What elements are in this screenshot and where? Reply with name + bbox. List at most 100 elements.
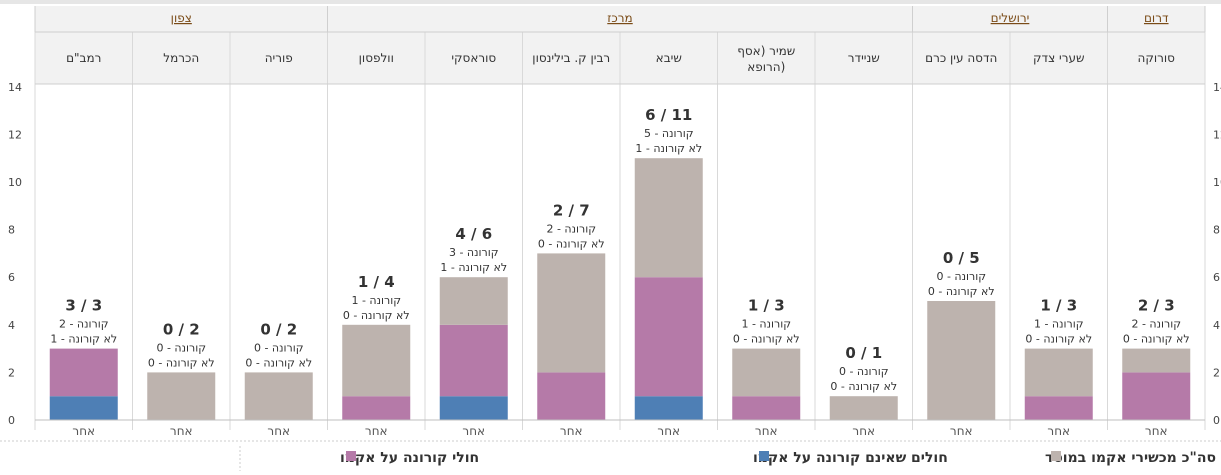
category-sublabel: אחר — [657, 424, 680, 438]
bar-segment — [1024, 396, 1093, 420]
bar-segment — [634, 396, 703, 420]
data-label-main: 6 / 11 — [645, 106, 692, 124]
data-label-corona: קורונה - 1 — [1034, 318, 1084, 331]
bar-segment — [537, 253, 606, 373]
y-tick-label-right: 4 — [1213, 319, 1220, 332]
y-tick-label-left: 0 — [8, 414, 15, 427]
data-label-corona: קורונה - 0 — [839, 365, 889, 378]
hospital-label: וולפסון — [359, 51, 394, 65]
data-label-main: 3 / 3 — [65, 297, 102, 315]
hospital-label: שמיר (אסף — [737, 44, 795, 58]
category-sublabel: אחר — [1047, 424, 1070, 438]
data-label-main: 4 / 6 — [455, 225, 492, 243]
data-label-main: 1 / 4 — [358, 273, 395, 291]
data-label-main: 2 / 7 — [553, 201, 590, 219]
data-label-non-corona: לא קורונה - 0 — [245, 356, 312, 369]
category-sublabel: אחר — [72, 424, 95, 438]
bar-segment — [732, 348, 801, 397]
y-tick-label-right: 12 — [1213, 128, 1221, 141]
region-header: מרכז — [607, 11, 632, 25]
hospital-label: רבין ק. בילינסון — [532, 51, 610, 65]
bar-segment — [342, 324, 411, 397]
data-label-main: 0 / 1 — [845, 344, 882, 362]
hospital-label: שניידר — [848, 51, 880, 65]
data-label-corona: קורונה - 2 — [546, 222, 596, 235]
region-header: דרום — [1144, 11, 1169, 25]
data-label-main: 2 / 3 — [1138, 297, 1175, 315]
category-sublabel: אחר — [267, 424, 290, 438]
data-label-non-corona: לא קורונה - 0 — [830, 380, 897, 393]
data-label-corona: קורונה - 3 — [449, 246, 499, 259]
category-sublabel: אחר — [560, 424, 583, 438]
bar-segment — [439, 396, 508, 420]
data-label-non-corona: לא קורונה - 1 — [635, 142, 702, 155]
bar-segment — [537, 372, 606, 420]
bar-segment — [342, 396, 411, 420]
top-band — [0, 0, 1221, 4]
bar-segment — [244, 372, 313, 420]
category-sublabel: אחר — [755, 424, 778, 438]
hospital-label: פוריה — [265, 51, 293, 65]
bar-segment — [732, 396, 801, 420]
y-tick-label-right: 2 — [1213, 366, 1220, 379]
y-tick-label-left: 10 — [8, 176, 22, 189]
data-label-corona: קורונה - 0 — [936, 270, 986, 283]
legend-swatch — [346, 451, 356, 461]
legend-label: חולי קורונה על אקמו — [340, 450, 479, 466]
data-label-corona: קורונה - 0 — [156, 341, 206, 354]
data-label-corona: קורונה - 2 — [59, 318, 109, 331]
hospital-label: סוראסקי — [451, 51, 496, 65]
data-label-corona: קורונה - 1 — [351, 294, 401, 307]
legend-label: חולים שאינם קורונה על אקמו — [753, 450, 948, 466]
hospital-label: הדסה עין כרם — [925, 51, 997, 65]
bar-segment — [1024, 348, 1093, 397]
hospital-label: שערי צדק — [1033, 51, 1084, 65]
hospital-label: הרופא) — [747, 60, 785, 74]
category-sublabel: אחר — [950, 424, 973, 438]
data-label-non-corona: לא קורונה - 0 — [928, 285, 995, 298]
y-tick-label-left: 2 — [8, 366, 15, 379]
data-label-corona: קורונה - 1 — [741, 318, 791, 331]
hospital-label: סורוקה — [1138, 51, 1176, 65]
region-header: צפון — [171, 11, 192, 25]
data-label-non-corona: לא קורונה - 0 — [1025, 333, 1092, 346]
bar-segment — [439, 277, 508, 325]
data-label-non-corona: לא קורונה - 0 — [148, 356, 215, 369]
y-tick-label-right: 14 — [1213, 81, 1221, 94]
data-label-main: 1 / 3 — [748, 297, 785, 315]
bar-segment — [49, 396, 118, 420]
data-label-non-corona: לא קורונה - 0 — [1123, 333, 1190, 346]
bar-segment — [1122, 372, 1191, 420]
y-tick-label-left: 8 — [8, 224, 15, 237]
bar-segment — [634, 158, 703, 278]
category-sublabel: אחר — [365, 424, 388, 438]
bar-segment — [1122, 348, 1191, 373]
y-tick-label-left: 14 — [8, 81, 22, 94]
hospital-label: הכרמל — [163, 51, 199, 65]
category-sublabel: אחר — [852, 424, 875, 438]
data-label-corona: קורונה - 0 — [254, 341, 304, 354]
data-label-main: 0 / 5 — [943, 249, 980, 267]
data-label-non-corona: לא קורונה - 1 — [50, 333, 117, 346]
data-label-corona: קורונה - 2 — [1131, 318, 1181, 331]
y-tick-label-left: 12 — [8, 128, 22, 141]
bar-segment — [927, 301, 996, 420]
data-label-main: 0 / 2 — [163, 320, 200, 338]
hospital-label: שיבא — [656, 51, 682, 65]
hospital-label: רמב"ם — [66, 51, 101, 65]
data-label-main: 1 / 3 — [1040, 297, 1077, 315]
y-tick-label-right: 10 — [1213, 176, 1221, 189]
y-tick-label-right: 0 — [1213, 414, 1220, 427]
data-label-non-corona: לא קורונה - 0 — [538, 237, 605, 250]
legend-swatch — [1051, 451, 1061, 461]
y-tick-label-left: 6 — [8, 271, 15, 284]
y-tick-label-left: 4 — [8, 319, 15, 332]
data-label-corona: קורונה - 5 — [644, 127, 694, 140]
bar-segment — [49, 348, 118, 397]
legend-label: סה"כ מכשירי אקמו במוסד — [1045, 450, 1216, 466]
bar-segment — [634, 277, 703, 397]
y-tick-label-right: 6 — [1213, 271, 1220, 284]
category-sublabel: אחר — [462, 424, 485, 438]
